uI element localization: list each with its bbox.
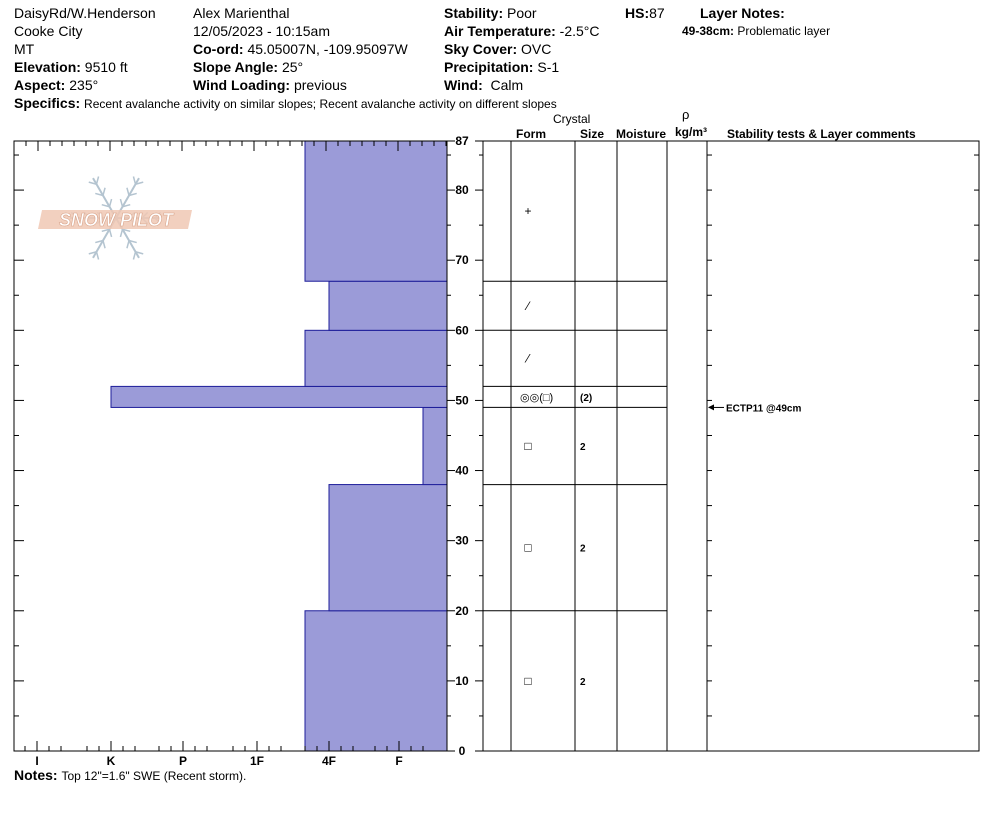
grain-form: +: [524, 204, 531, 218]
snowflake-branch: [102, 187, 106, 196]
notes: Notes: Top 12"=1.6" SWE (Recent storm).: [14, 767, 247, 783]
datetime: 12/05/2023 - 10:15am: [193, 23, 330, 39]
air-temperature: Air Temperature: -2.5°C: [444, 23, 600, 39]
density-header: kg/m³: [675, 125, 708, 139]
snowflake-branch: [119, 229, 124, 238]
hardness-label: F: [395, 754, 402, 768]
hardness-bar: [328, 484, 448, 612]
grain-form: □: [524, 439, 531, 453]
hs: HS:87: [625, 5, 665, 21]
snowflake-branch: [101, 203, 110, 208]
depth-label: 70: [455, 253, 469, 267]
observer: Alex Marienthal: [193, 5, 290, 21]
depth-label: 87: [455, 134, 469, 148]
location: DaisyRd/W.Henderson: [14, 5, 156, 21]
snowflake-branch: [135, 181, 144, 185]
snowflake-branch: [122, 203, 131, 208]
state: MT: [14, 41, 35, 57]
snowflake-branch: [108, 229, 113, 238]
snow-pilot-logo: SNOW PILOT: [38, 176, 192, 260]
hardness-label: 4F: [322, 754, 336, 768]
aspect: Aspect: 235°: [14, 77, 99, 93]
coordinates: Co-ord: 45.05007N, -109.95097W: [193, 41, 408, 57]
rho-header: ρ: [682, 107, 690, 122]
depth-label: 0: [459, 744, 466, 758]
depth-label: 80: [455, 183, 469, 197]
hardness-bar: [328, 280, 448, 331]
sky-cover: Sky Cover: OVC: [444, 41, 552, 57]
hardness-bar: [110, 385, 448, 408]
stability-test-label: ECTP11 @49cm: [726, 403, 801, 414]
grain-form: ⁄: [524, 299, 531, 313]
snowflake-branch: [126, 187, 130, 196]
grain-form: □: [524, 674, 531, 688]
depth-label: 50: [455, 393, 469, 407]
slope-angle: Slope Angle: 25°: [193, 59, 304, 75]
snowflake-branch: [108, 198, 113, 207]
hardness-bar: [304, 610, 448, 752]
hardness-bar: [304, 329, 448, 387]
hardness-label: I: [35, 754, 38, 768]
snowflake-branch: [95, 176, 100, 185]
city: Cooke City: [14, 23, 83, 39]
logo-text: SNOW PILOT: [59, 210, 175, 230]
snowflake-branch: [119, 198, 124, 207]
crystal-header: Crystal: [553, 112, 591, 126]
grain-size: 2: [580, 544, 586, 555]
depth-label: 40: [455, 464, 469, 478]
layer-notes-label: Layer Notes:: [700, 5, 785, 21]
wind: Wind: Calm: [444, 77, 524, 93]
test-arrow-head: [708, 404, 714, 411]
depth-label: 30: [455, 534, 469, 548]
snowflake-branch: [88, 251, 97, 255]
grain-form: □: [524, 541, 531, 555]
snowflake-branch: [135, 251, 144, 255]
layer-note: 49-38cm: Problematic layer: [682, 24, 831, 38]
depth-label: 20: [455, 604, 469, 618]
depth-label: 10: [455, 674, 469, 688]
snowflake-branch: [122, 228, 131, 233]
grain-form: ⁄: [524, 351, 531, 365]
grain-form: ◎◎(□): [520, 392, 553, 404]
stability: Stability: Poor: [444, 5, 537, 21]
hardness-bar: [422, 406, 448, 486]
grain-size: (2): [580, 393, 592, 404]
grain-size: 2: [580, 442, 586, 453]
depth-label: 60: [455, 323, 469, 337]
hardness-label: 1F: [250, 754, 264, 768]
layer-table-frame: [482, 140, 980, 752]
hardness-label: P: [179, 754, 187, 768]
precipitation: Precipitation: S-1: [444, 59, 560, 75]
snowflake-branch: [95, 239, 104, 244]
snowflake-branch: [128, 239, 137, 244]
logo-banner: [38, 210, 192, 229]
hardness-bar: [304, 140, 448, 282]
snowflake-branch: [126, 240, 130, 249]
snowflake-branch: [132, 251, 137, 260]
snowflake-branch: [95, 192, 104, 197]
form-header: Form: [516, 127, 546, 141]
snowflake-branch: [102, 240, 106, 249]
snowflake-branch: [128, 192, 137, 197]
hardness-label: K: [107, 754, 116, 768]
snowflake-branch: [95, 251, 100, 260]
size-header: Size: [580, 127, 605, 141]
specifics: Specifics: Recent avalanche activity on …: [14, 95, 557, 111]
snowflake-branch: [132, 176, 137, 185]
wind-loading: Wind Loading: previous: [193, 77, 347, 93]
grain-size: 2: [580, 677, 586, 688]
moisture-header: Moisture: [616, 127, 667, 141]
comments-header: Stability tests & Layer comments: [727, 127, 916, 141]
snowflake-branch: [88, 181, 97, 185]
elevation: Elevation: 9510 ft: [14, 59, 128, 75]
snowflake-branch: [101, 228, 110, 233]
